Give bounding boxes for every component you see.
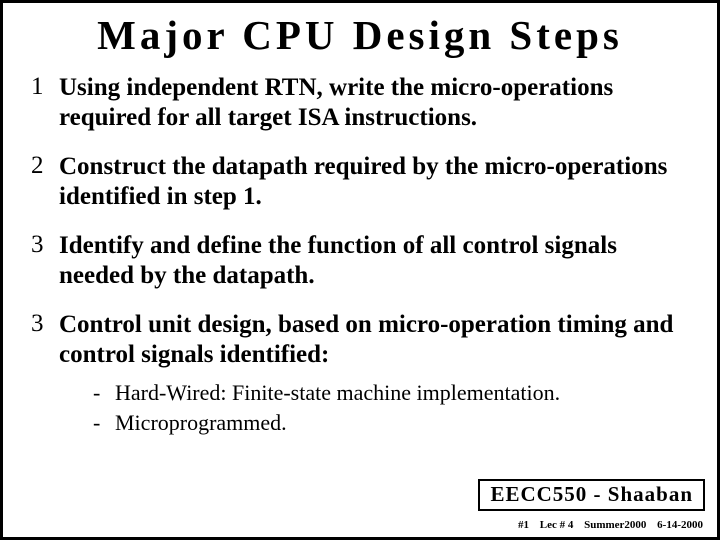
sub-text: Hard-Wired: Finite-state machine impleme… [115,379,560,407]
footer-slide-number: #1 [518,519,529,531]
step-number: 1 [31,73,59,102]
course-footer-box: EECC550 - Shaaban [478,479,705,511]
step-item: 3 Identify and define the function of al… [31,231,699,290]
footer-term: Summer2000 [584,519,646,531]
sub-text: Microprogrammed. [115,409,287,437]
step-item: 1 Using independent RTN, write the micro… [31,73,699,132]
bullet-dash-icon: - [93,409,115,437]
step-number: 3 [31,231,59,260]
step-text: Construct the datapath required by the m… [59,152,699,211]
step-number: 3 [31,310,59,339]
sub-list: - Hard-Wired: Finite-state machine imple… [93,379,699,437]
step-number: 2 [31,152,59,181]
step-item: 3 Control unit design, based on micro-op… [31,310,699,369]
slide-title: Major CPU Design Steps [21,11,699,59]
steps-list: 1 Using independent RTN, write the micro… [21,73,699,369]
step-text: Identify and define the function of all … [59,231,699,290]
sub-item: - Hard-Wired: Finite-state machine imple… [93,379,699,407]
footer-lecture: Lec # 4 [540,519,574,531]
slide: Major CPU Design Steps 1 Using independe… [0,0,720,540]
step-text: Using independent RTN, write the micro-o… [59,73,699,132]
footer-meta: #1 Lec # 4 Summer2000 6-14-2000 [510,519,703,531]
bullet-dash-icon: - [93,379,115,407]
step-text: Control unit design, based on micro-oper… [59,310,699,369]
step-item: 2 Construct the datapath required by the… [31,152,699,211]
footer-date: 6-14-2000 [657,519,703,531]
sub-item: - Microprogrammed. [93,409,699,437]
